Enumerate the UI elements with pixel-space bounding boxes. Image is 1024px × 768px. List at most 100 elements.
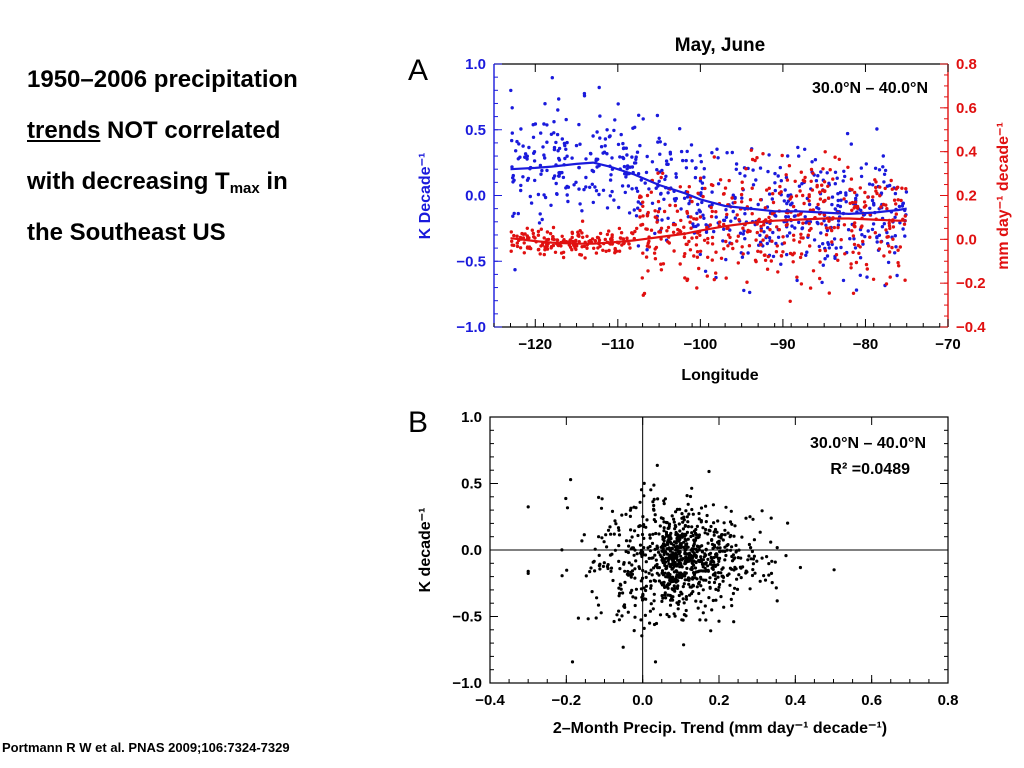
panel-a-point-left (531, 135, 536, 139)
panel-a-point-right (731, 246, 735, 251)
panel-b-point (526, 505, 530, 509)
panel-a-point-left (639, 178, 643, 182)
panel-a-point-right (685, 209, 689, 214)
panel-a-point-left (754, 178, 758, 182)
panel-a-point-left (805, 250, 809, 254)
panel-a-right-tick-label: 0.0 (956, 231, 977, 248)
panel-a-point-right (661, 262, 666, 266)
panel-b-point (703, 569, 708, 573)
panel-a-point-right (653, 257, 658, 261)
panel-a-point-left (743, 237, 747, 241)
panel-b-point (678, 507, 682, 511)
panel-a-point-left (543, 156, 547, 160)
panel-a-point-left (858, 256, 863, 260)
panel-a-point-right (762, 253, 767, 257)
panel-a-point-left (881, 154, 885, 158)
panel-a-point-right (515, 241, 519, 245)
panel-a-point-right (666, 240, 670, 244)
panel-b-point (786, 521, 790, 525)
panel-b-point (700, 544, 704, 548)
panel-b-point (667, 524, 671, 529)
panel-b-point (633, 567, 637, 571)
panel-b-point (715, 530, 719, 534)
panel-a-point-right (605, 232, 610, 237)
panel-a-point-left (746, 251, 750, 255)
panel-b-point (564, 496, 568, 501)
panel-a-point-left (668, 152, 673, 156)
panel-b-point (648, 621, 652, 625)
panel-a-point-right (818, 190, 822, 194)
panel-a-point-left (624, 146, 628, 150)
panel-a-point-left (854, 288, 859, 292)
panel-a-point-right (525, 245, 530, 249)
panel-b-point (657, 579, 662, 583)
panel-a-point-right (799, 170, 803, 174)
panel-b-point (621, 591, 625, 595)
panel-a-point-left (556, 108, 560, 112)
panel-a-point-left (751, 168, 755, 172)
panel-b-point (767, 573, 771, 577)
panel-a-point-left (584, 175, 588, 180)
panel-a-point-right (692, 217, 696, 221)
panel-b-point (708, 576, 712, 580)
panel-a-point-left (666, 216, 670, 220)
panel-a-point-left (821, 242, 825, 246)
panel-a-point-right (695, 286, 699, 290)
panel-b-point (706, 541, 710, 545)
panel-a-point-right (690, 199, 694, 204)
panel-a-point-left (903, 234, 907, 238)
panel-a-point-left (550, 76, 554, 80)
panel-b-point (685, 542, 689, 546)
panel-a-point-left (565, 154, 569, 158)
panel-a-point-right (673, 203, 678, 208)
panel-a-point-left (820, 280, 824, 285)
panel-a-point-right (588, 238, 593, 243)
panel-a-point-right (747, 244, 752, 248)
panel-b-point (703, 604, 707, 608)
panel-b-point (649, 584, 653, 588)
panel-b-point (695, 524, 700, 529)
panel-a-point-right (850, 208, 854, 212)
panel-a-point-right (888, 275, 892, 279)
panel-b-point (628, 514, 633, 519)
panel-b-point (734, 550, 738, 554)
panel-a-point-right (779, 190, 783, 194)
panel-a-point-right (655, 220, 659, 224)
panel-b-point (670, 557, 674, 562)
panel-b-point (664, 530, 669, 535)
panel-a-point-right (682, 225, 686, 229)
panel-a-point-left (877, 168, 882, 172)
panel-b-point (634, 596, 638, 600)
panel-a-point-left (533, 178, 537, 183)
panel-b-point (612, 619, 616, 624)
panel-a-point-left (821, 263, 825, 267)
panel-a-point-right (818, 197, 823, 201)
panel-b-point (693, 538, 698, 542)
panel-b-point (737, 573, 741, 577)
panel-a-point-left (689, 143, 694, 147)
panel-a-point-right (657, 230, 661, 234)
panel-b-point (661, 535, 665, 539)
panel-a-point-right (542, 252, 546, 257)
panel-b-point (687, 558, 691, 562)
panel-a-point-right (625, 236, 629, 240)
panel-a-point-right (696, 191, 700, 195)
panel-b-y-tick-label: 1.0 (461, 409, 482, 426)
panel-b-point (597, 495, 601, 499)
panel-a-point-left (666, 191, 670, 195)
panel-a-point-left (574, 180, 578, 184)
panel-a-point-right (740, 200, 744, 204)
panel-a-point-left (731, 209, 735, 214)
panel-a-point-left (655, 113, 660, 118)
panel-a-point-left (803, 147, 807, 151)
panel-a-point-left (659, 192, 663, 196)
panel-a-point-left (883, 168, 888, 173)
panel-a-point-right (828, 226, 832, 230)
panel-b-point (763, 578, 768, 582)
panel-a-point-right (831, 177, 835, 181)
panel-a-point-right (688, 220, 692, 224)
panel-b-point (709, 551, 713, 555)
panel-a-point-left (893, 251, 897, 255)
panel-a-point-left (656, 140, 660, 144)
panel-a-title: May, June (675, 35, 765, 56)
